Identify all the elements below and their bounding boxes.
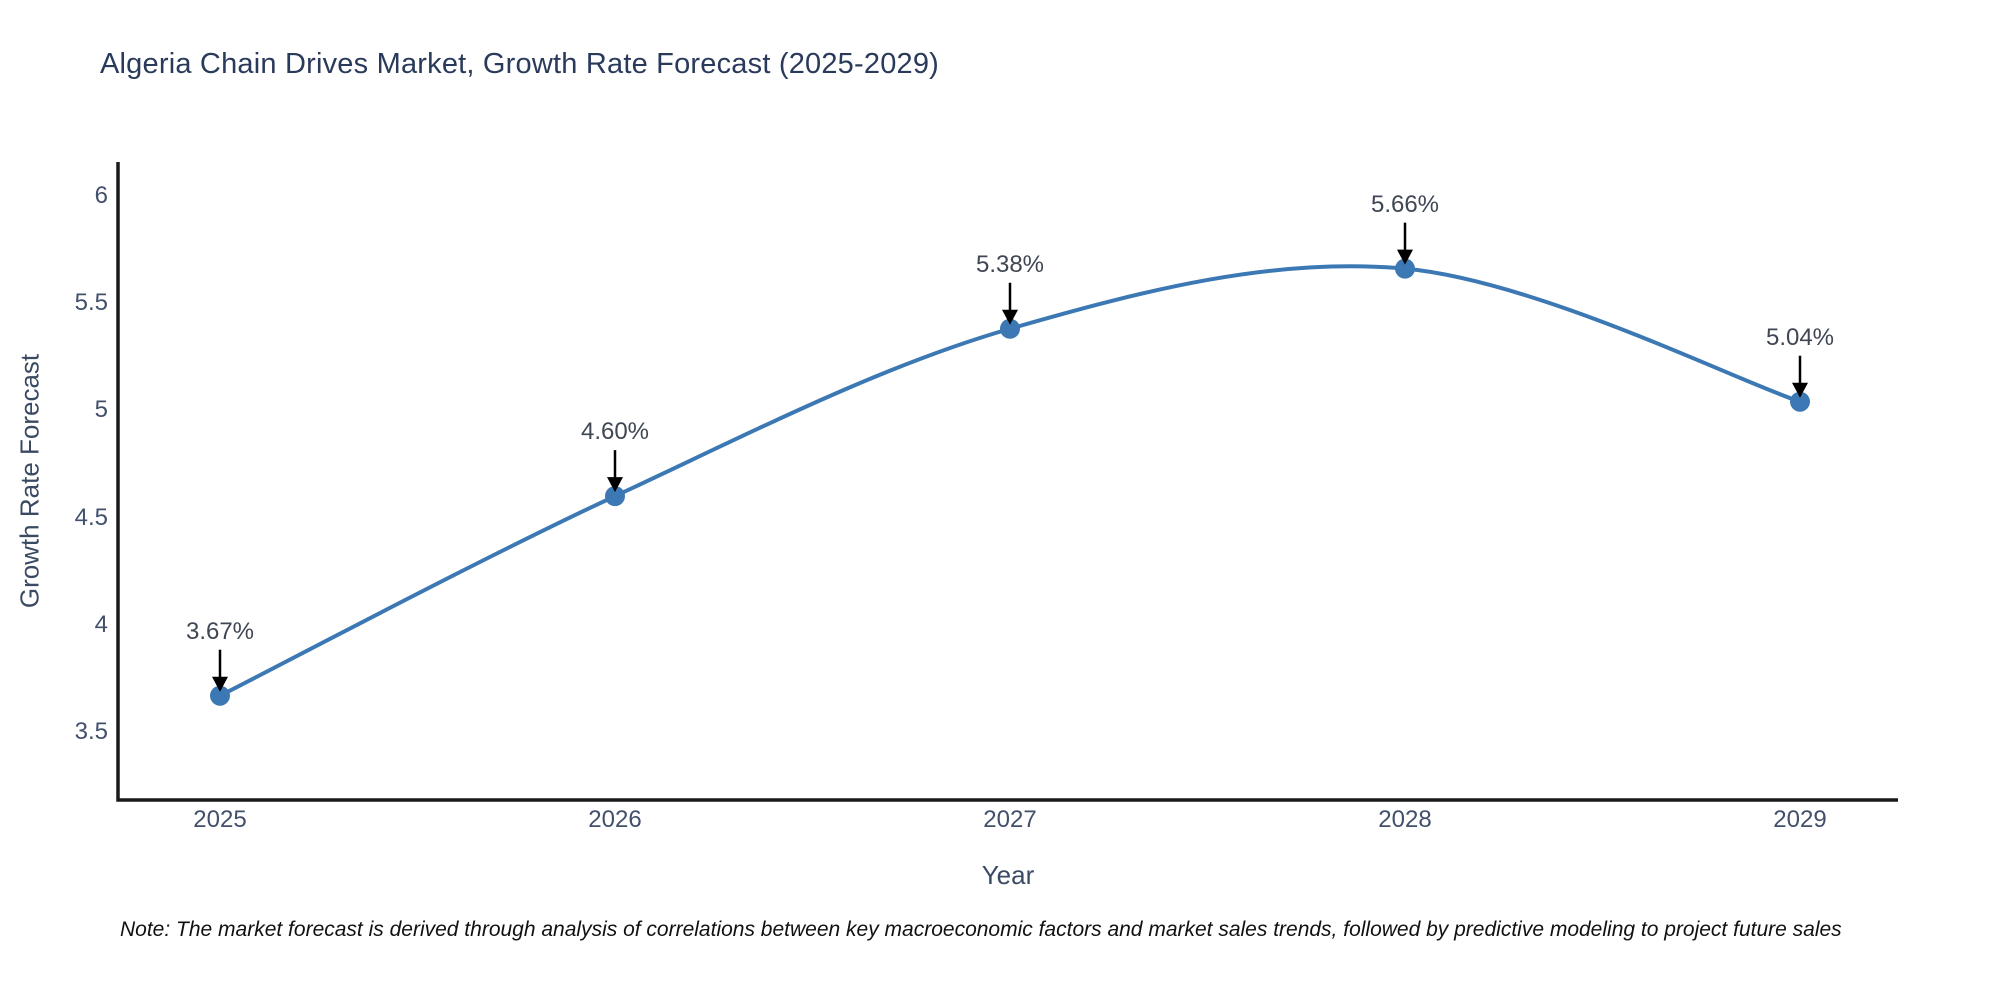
data-point-marker <box>1790 391 1810 412</box>
axis-lines <box>116 162 1898 802</box>
x-tick-label: 2025 <box>193 806 247 833</box>
annotation-arrow-head <box>212 676 228 692</box>
x-tick-label: 2029 <box>1773 806 1827 833</box>
y-axis-title: Growth Rate Forecast <box>14 353 45 609</box>
point-annotation: 5.66% <box>1370 190 1440 218</box>
y-tick-label: 6 <box>94 181 108 209</box>
x-axis-title: Year <box>981 860 1035 890</box>
annotation-arrow-head <box>607 477 623 493</box>
x-tick-label: 2026 <box>588 806 642 833</box>
data-point-marker <box>1395 258 1415 279</box>
x-tick-label: 2028 <box>1378 806 1432 833</box>
y-tick-label: 5 <box>94 396 108 424</box>
data-point-marker <box>1000 318 1020 339</box>
point-annotation: 3.67% <box>185 617 255 645</box>
y-tick-label: 4 <box>94 610 108 638</box>
data-point-marker <box>605 486 625 507</box>
chart-title: Algeria Chain Drives Market, Growth Rate… <box>100 48 940 80</box>
y-tick-label: 3.5 <box>74 718 108 746</box>
point-annotation: 4.60% <box>580 418 650 446</box>
footnote: Note: The market forecast is derived thr… <box>120 918 1842 941</box>
annotation-arrow-head <box>1792 382 1808 398</box>
y-tick-label: 4.5 <box>74 503 108 531</box>
data-point-marker <box>210 685 230 706</box>
point-annotation: 5.38% <box>975 250 1045 278</box>
annotation-arrow-head <box>1002 309 1018 325</box>
point-annotation: 5.04% <box>1765 323 1835 351</box>
x-tick-label: 2027 <box>983 806 1037 833</box>
y-tick-label: 5.5 <box>74 288 108 316</box>
annotation-arrow-head <box>1397 249 1413 265</box>
